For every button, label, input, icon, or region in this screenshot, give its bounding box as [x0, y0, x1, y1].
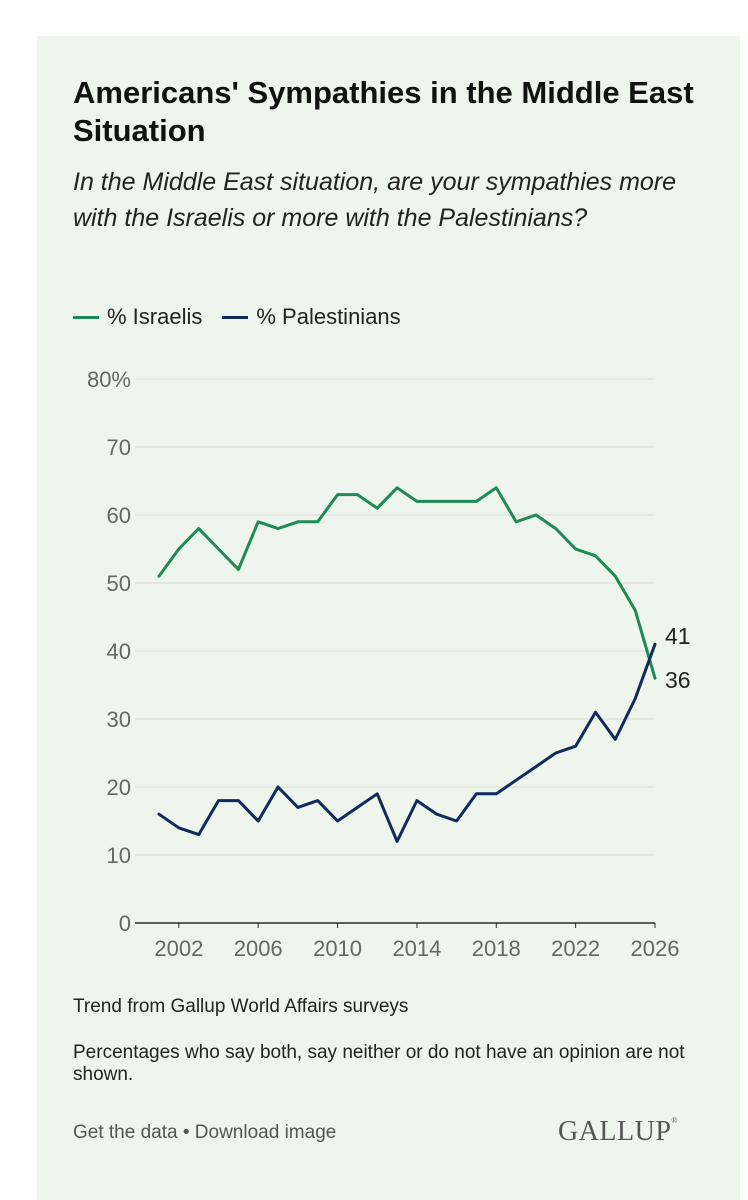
legend-label-israelis: % Israelis	[107, 304, 203, 329]
y-tick-label: 10	[107, 843, 131, 868]
y-tick-label: 20	[107, 775, 131, 800]
source-note: Trend from Gallup World Affairs surveys	[73, 996, 409, 1017]
legend-label-palestinians: % Palestinians	[256, 304, 401, 329]
get-data-link[interactable]: Get the data	[73, 1122, 178, 1143]
legend-item-palestinians: % Palestinians	[222, 304, 401, 330]
end-label-palestinians: 41	[665, 623, 691, 649]
gallup-logo: GALLUP®	[558, 1116, 678, 1148]
end-label-israelis: 36	[665, 667, 691, 693]
page-title: Americans' Sympathies in the Middle East…	[73, 75, 694, 148]
y-tick-label: 0	[119, 911, 131, 936]
x-axis-ticks: 2002 2006 2010 2014 2018 2022 2026	[154, 923, 679, 961]
link-separator: •	[177, 1122, 195, 1143]
legend-swatch-israelis	[73, 315, 99, 319]
legend-swatch-palestinians	[222, 315, 249, 319]
end-labels: 36 41	[665, 623, 691, 693]
chart-legend: % Israelis % Palestinians	[73, 304, 421, 330]
grid-lines	[135, 378, 655, 924]
x-tick-label: 2026	[631, 936, 680, 961]
x-tick-label: 2010	[313, 936, 362, 961]
gallup-logo-mark: ®	[671, 1116, 678, 1125]
x-tick-label: 2006	[234, 936, 283, 961]
y-tick-label: 70	[107, 435, 131, 460]
x-tick-label: 2018	[472, 936, 521, 961]
x-tick-label: 2022	[551, 936, 600, 961]
footer-links: Get the data • Download image	[73, 1122, 336, 1144]
series-line-israelis	[157, 486, 657, 680]
gallup-logo-text: GALLUP	[557, 1116, 672, 1147]
page-subtitle: In the Middle East situation, are your s…	[73, 168, 677, 232]
series-line-palestinians	[157, 642, 657, 843]
y-tick-label: 30	[107, 707, 131, 732]
y-tick-label: 80%	[87, 367, 131, 392]
chart-card: Americans' Sympathies in the Middle East…	[37, 36, 740, 1200]
x-tick-label: 2014	[392, 936, 441, 961]
y-tick-label: 50	[107, 571, 131, 596]
y-axis-ticks: 0 10 20 30 40 50 60 70 80%	[87, 367, 131, 936]
methodology-note: Percentages who say both, say neither or…	[73, 1042, 685, 1085]
series-lines	[157, 486, 657, 843]
download-image-link[interactable]: Download image	[194, 1122, 337, 1143]
y-tick-label: 60	[107, 503, 131, 528]
x-tick-label: 2002	[154, 936, 203, 961]
y-tick-label: 40	[107, 639, 131, 664]
legend-item-israelis: % Israelis	[73, 304, 202, 330]
